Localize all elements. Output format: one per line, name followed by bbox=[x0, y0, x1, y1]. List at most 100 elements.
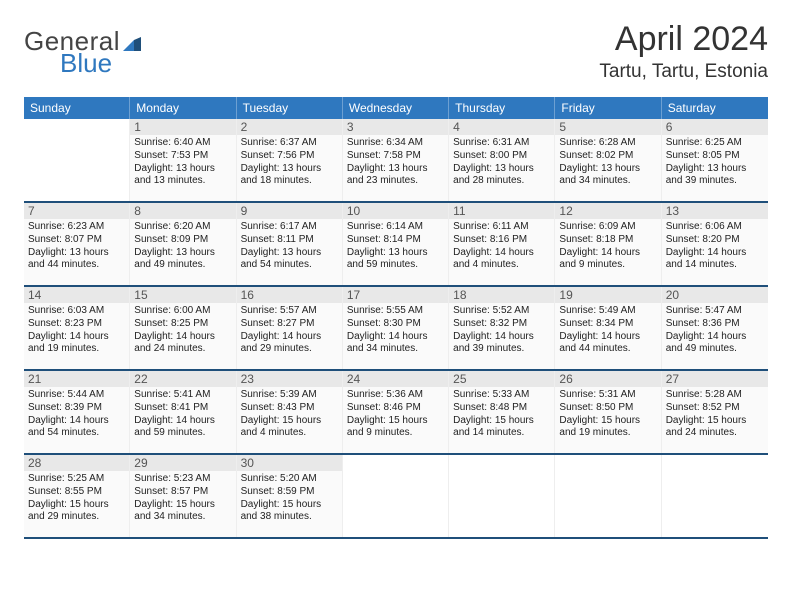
calendar-day-cell: 8Sunrise: 6:20 AMSunset: 8:09 PMDaylight… bbox=[130, 203, 236, 285]
calendar-day-cell bbox=[449, 455, 555, 537]
calendar-day-cell: 24Sunrise: 5:36 AMSunset: 8:46 PMDayligh… bbox=[343, 371, 449, 453]
daylight-text: Daylight: 15 hours bbox=[241, 499, 338, 512]
sunrise-text: Sunrise: 6:37 AM bbox=[241, 137, 338, 150]
weekday-header: Friday bbox=[555, 97, 661, 119]
daylight-text: Daylight: 14 hours bbox=[666, 331, 764, 344]
sunrise-text: Sunrise: 6:09 AM bbox=[559, 221, 656, 234]
calendar-body: 1Sunrise: 6:40 AMSunset: 7:53 PMDaylight… bbox=[24, 119, 768, 539]
daylight-text: Daylight: 13 hours bbox=[134, 163, 231, 176]
sunset-text: Sunset: 8:09 PM bbox=[134, 234, 231, 247]
sunset-text: Sunset: 8:36 PM bbox=[666, 318, 764, 331]
calendar-day-cell bbox=[24, 119, 130, 201]
calendar-day-cell bbox=[662, 455, 768, 537]
day-number: 18 bbox=[449, 287, 554, 303]
sunset-text: Sunset: 8:32 PM bbox=[453, 318, 550, 331]
sunset-text: Sunset: 8:20 PM bbox=[666, 234, 764, 247]
day-number: 12 bbox=[555, 203, 660, 219]
calendar-day-cell: 5Sunrise: 6:28 AMSunset: 8:02 PMDaylight… bbox=[555, 119, 661, 201]
calendar-day-cell: 19Sunrise: 5:49 AMSunset: 8:34 PMDayligh… bbox=[555, 287, 661, 369]
daylight-text: Daylight: 14 hours bbox=[347, 331, 444, 344]
sunset-text: Sunset: 8:25 PM bbox=[134, 318, 231, 331]
daylight-text: and 9 minutes. bbox=[347, 427, 444, 440]
sunset-text: Sunset: 8:43 PM bbox=[241, 402, 338, 415]
sunset-text: Sunset: 8:07 PM bbox=[28, 234, 125, 247]
day-number: 19 bbox=[555, 287, 660, 303]
sunset-text: Sunset: 8:48 PM bbox=[453, 402, 550, 415]
daylight-text: Daylight: 15 hours bbox=[347, 415, 444, 428]
calendar-day-cell: 14Sunrise: 6:03 AMSunset: 8:23 PMDayligh… bbox=[24, 287, 130, 369]
sunrise-text: Sunrise: 5:28 AM bbox=[666, 389, 764, 402]
daylight-text: and 28 minutes. bbox=[453, 175, 550, 188]
sunrise-text: Sunrise: 5:52 AM bbox=[453, 305, 550, 318]
sunset-text: Sunset: 8:30 PM bbox=[347, 318, 444, 331]
sunset-text: Sunset: 8:34 PM bbox=[559, 318, 656, 331]
sunrise-text: Sunrise: 6:06 AM bbox=[666, 221, 764, 234]
calendar-day-cell: 10Sunrise: 6:14 AMSunset: 8:14 PMDayligh… bbox=[343, 203, 449, 285]
sunrise-text: Sunrise: 5:57 AM bbox=[241, 305, 338, 318]
day-number: 1 bbox=[130, 119, 235, 135]
weekday-header: Saturday bbox=[662, 97, 768, 119]
sunset-text: Sunset: 8:02 PM bbox=[559, 150, 656, 163]
daylight-text: Daylight: 14 hours bbox=[241, 331, 338, 344]
daylight-text: Daylight: 13 hours bbox=[347, 163, 444, 176]
sunrise-text: Sunrise: 6:28 AM bbox=[559, 137, 656, 150]
weekday-header-row: Sunday Monday Tuesday Wednesday Thursday… bbox=[24, 97, 768, 119]
sunrise-text: Sunrise: 5:20 AM bbox=[241, 473, 338, 486]
daylight-text: Daylight: 14 hours bbox=[28, 331, 125, 344]
daylight-text: and 29 minutes. bbox=[241, 343, 338, 356]
calendar-week-row: 7 Sunrise: 6:23 AMSunset: 8:07 PM Daylight… bbox=[24, 201, 768, 285]
daylight-text: and 23 minutes. bbox=[347, 175, 444, 188]
sunrise-text: Sunrise: 5:41 AM bbox=[134, 389, 231, 402]
daylight-text: and 34 minutes. bbox=[347, 343, 444, 356]
daylight-text: Daylight: 14 hours bbox=[134, 331, 231, 344]
daylight-text: and 29 minutes. bbox=[28, 511, 125, 524]
day-number: 4 bbox=[449, 119, 554, 135]
daylight-text: Daylight: 13 hours bbox=[347, 247, 444, 260]
sunset-text: Sunset: 8:41 PM bbox=[134, 402, 231, 415]
sunset-text: Sunset: 8:46 PM bbox=[347, 402, 444, 415]
daylight-text: and 39 minutes. bbox=[666, 175, 764, 188]
day-number: 6 bbox=[662, 119, 768, 135]
sunrise-text: Sunrise: 6:23 AM bbox=[28, 221, 125, 234]
day-number: 30 bbox=[237, 455, 342, 471]
weekday-header: Tuesday bbox=[237, 97, 343, 119]
day-number: 9 bbox=[237, 203, 342, 219]
calendar-day-cell bbox=[343, 455, 449, 537]
daylight-text: Daylight: 15 hours bbox=[666, 415, 764, 428]
calendar-week-row: 28Sunrise: 5:25 AMSunset: 8:55 PMDayligh… bbox=[24, 453, 768, 537]
sunset-text: Sunset: 8:57 PM bbox=[134, 486, 231, 499]
day-number: 25 bbox=[449, 371, 554, 387]
calendar-day-cell: 3Sunrise: 6:34 AMSunset: 7:58 PMDaylight… bbox=[343, 119, 449, 201]
brand-mark-icon bbox=[123, 37, 141, 51]
daylight-text: and 4 minutes. bbox=[241, 427, 338, 440]
daylight-text: Daylight: 15 hours bbox=[134, 499, 231, 512]
sunrise-text: Sunrise: 5:49 AM bbox=[559, 305, 656, 318]
day-number: 7 bbox=[24, 203, 129, 219]
daylight-text: Daylight: 15 hours bbox=[453, 415, 550, 428]
sunset-text: Sunset: 8:11 PM bbox=[241, 234, 338, 247]
daylight-text: and 38 minutes. bbox=[241, 511, 338, 524]
brand-name-part2: Blue bbox=[60, 48, 112, 79]
sunset-text: Sunset: 7:56 PM bbox=[241, 150, 338, 163]
daylight-text: Daylight: 15 hours bbox=[241, 415, 338, 428]
daylight-text: and 54 minutes. bbox=[28, 427, 125, 440]
daylight-text: and 24 minutes. bbox=[666, 427, 764, 440]
calendar-day-cell: 16Sunrise: 5:57 AMSunset: 8:27 PMDayligh… bbox=[237, 287, 343, 369]
daylight-text: Daylight: 13 hours bbox=[134, 247, 231, 260]
sunrise-text: Sunrise: 5:39 AM bbox=[241, 389, 338, 402]
weekday-header: Monday bbox=[130, 97, 236, 119]
sunset-text: Sunset: 8:59 PM bbox=[241, 486, 338, 499]
sunrise-text: Sunrise: 5:33 AM bbox=[453, 389, 550, 402]
day-number: 23 bbox=[237, 371, 342, 387]
day-number: 3 bbox=[343, 119, 448, 135]
daylight-text: Daylight: 14 hours bbox=[666, 247, 764, 260]
daylight-text: Daylight: 13 hours bbox=[666, 163, 764, 176]
daylight-text: and 19 minutes. bbox=[559, 427, 656, 440]
calendar-day-cell: 7Sunrise: 6:23 AMSunset: 8:07 PMDaylight… bbox=[24, 203, 130, 285]
day-number: 16 bbox=[237, 287, 342, 303]
weekday-header: Thursday bbox=[449, 97, 555, 119]
calendar-day-cell: 21Sunrise: 5:44 AMSunset: 8:39 PMDayligh… bbox=[24, 371, 130, 453]
sunset-text: Sunset: 8:50 PM bbox=[559, 402, 656, 415]
daylight-text: and 18 minutes. bbox=[241, 175, 338, 188]
daylight-text: Daylight: 14 hours bbox=[28, 415, 125, 428]
